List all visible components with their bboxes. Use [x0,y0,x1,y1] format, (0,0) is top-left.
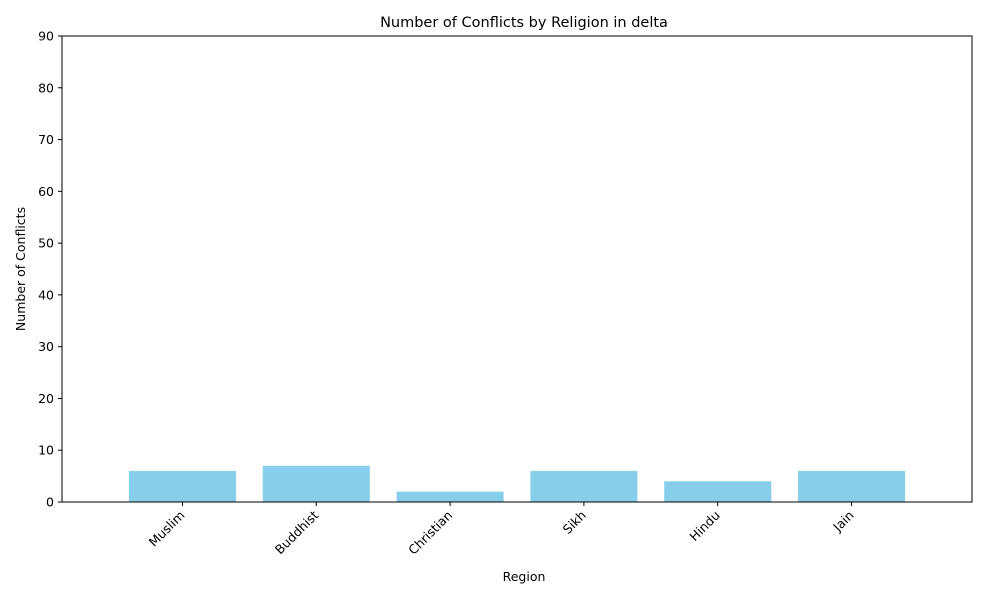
y-tick-label: 70 [38,132,54,147]
chart-title: Number of Conflicts by Religion in delta [380,15,668,31]
y-tick-label: 80 [38,80,54,95]
x-tick-label-jain: Jain [829,508,856,535]
x-tick-label-christian: Christian [405,508,455,558]
bar-hindu [664,481,772,502]
y-axis-label: Number of Conflicts [13,207,28,331]
y-tick-label: 20 [38,391,54,406]
y-tick-label: 0 [46,495,54,510]
y-tick-label: 50 [38,236,54,251]
y-tick-label: 40 [38,287,54,302]
bar-muslim [128,470,236,502]
x-tick-label-buddhist: Buddhist [272,507,322,557]
plot-frame [61,35,973,503]
y-tick-label: 90 [38,29,54,44]
x-tick-label-hindu: Hindu [686,508,723,545]
x-tick-label-muslim: Muslim [146,508,188,550]
y-tick-label: 30 [38,339,54,354]
bar-buddhist [262,465,370,502]
y-tick-label: 60 [38,184,54,199]
y-tick-label: 10 [38,443,54,458]
x-axis-label: Region [503,569,546,584]
x-tick-label-sikh: Sikh [560,508,589,537]
bar-jain [798,470,906,502]
bar-christian [396,491,504,502]
bar-sikh [530,470,638,502]
